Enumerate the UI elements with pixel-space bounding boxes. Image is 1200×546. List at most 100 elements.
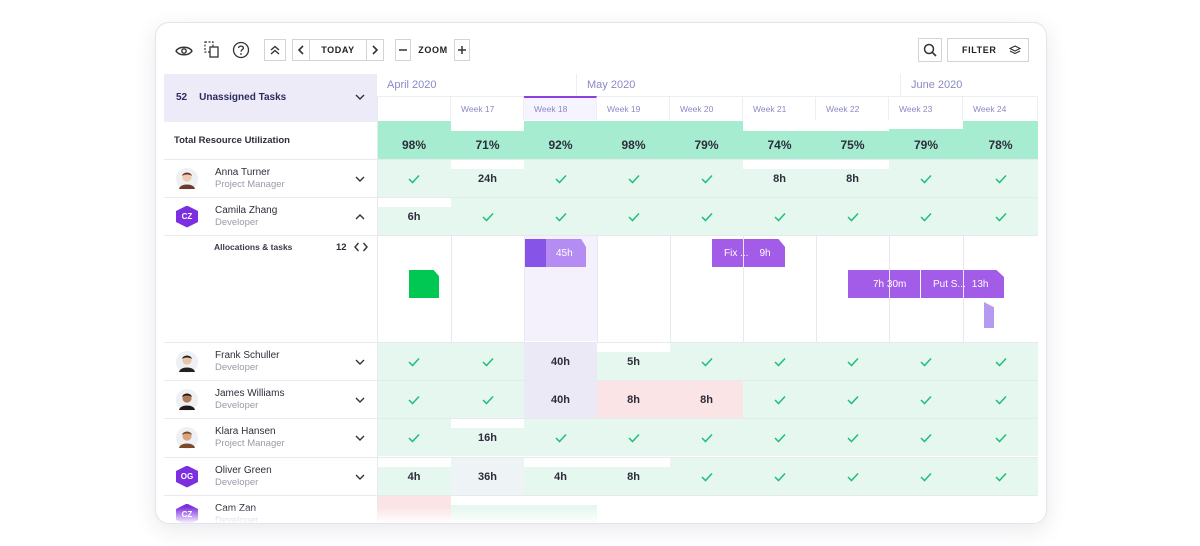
chevron-left-icon[interactable] [292, 39, 310, 61]
minus-icon[interactable] [395, 39, 411, 61]
availability-cell[interactable] [670, 495, 743, 523]
check-icon [554, 433, 567, 443]
availability-cell[interactable] [816, 342, 889, 380]
availability-cell[interactable]: 40h [524, 342, 597, 380]
allocation-bar-put[interactable]: Put S... 13h [921, 270, 1004, 298]
availability-cell[interactable] [816, 495, 889, 523]
availability-cell[interactable] [597, 495, 670, 523]
availability-cell[interactable] [377, 342, 451, 380]
chevron-up-icon[interactable] [355, 213, 365, 220]
chevron-down-icon[interactable] [355, 358, 365, 365]
availability-cell[interactable] [816, 380, 889, 418]
person-row[interactable]: CZ Camila Zhang Developer [164, 197, 377, 235]
availability-cell[interactable]: 4h [524, 457, 597, 495]
availability-cell[interactable] [451, 380, 524, 418]
availability-cell[interactable]: 5h [597, 342, 670, 380]
availability-cell[interactable] [377, 159, 451, 197]
availability-cell[interactable] [597, 159, 670, 197]
allocation-bar-small[interactable] [984, 302, 994, 328]
chevron-right-icon[interactable] [366, 39, 384, 61]
availability-cell[interactable] [889, 380, 963, 418]
check-icon [920, 174, 932, 184]
person-row[interactable]: Anna Turner Project Manager [164, 159, 377, 197]
code-brackets-icon[interactable] [354, 242, 368, 252]
availability-cell[interactable] [743, 380, 816, 418]
availability-cell[interactable] [451, 342, 524, 380]
allocation-bar-fix[interactable]: Fix ... 9h [712, 239, 785, 267]
chevron-down-icon[interactable] [355, 175, 365, 182]
allocation-bar-start[interactable] [524, 239, 546, 267]
chevron-down-icon[interactable] [355, 434, 365, 441]
search-icon[interactable] [918, 38, 942, 62]
availability-cell[interactable] [451, 495, 524, 523]
availability-cell[interactable] [816, 457, 889, 495]
availability-cell[interactable] [670, 197, 743, 235]
availability-cell[interactable] [597, 418, 670, 456]
filter-button[interactable]: FILTER [947, 38, 1029, 62]
chevron-down-icon[interactable] [355, 396, 365, 403]
availability-cell[interactable]: 8h [743, 159, 816, 197]
availability-cell[interactable]: 16h [451, 418, 524, 456]
plus-icon[interactable] [454, 39, 470, 61]
bottom-fade [164, 507, 1038, 523]
availability-cell[interactable] [743, 457, 816, 495]
availability-cell[interactable] [670, 418, 743, 456]
copy-doc-icon[interactable] [202, 39, 222, 61]
availability-cell[interactable] [963, 342, 1038, 380]
availability-cell[interactable] [743, 418, 816, 456]
availability-cell[interactable] [524, 159, 597, 197]
availability-cell[interactable] [889, 418, 963, 456]
availability-cell[interactable] [743, 197, 816, 235]
availability-cell[interactable] [524, 495, 597, 523]
chevron-down-icon[interactable] [355, 473, 365, 480]
allocation-bar-7h30m[interactable]: 7h 30m [848, 270, 920, 298]
availability-cell[interactable]: 36h [451, 457, 524, 495]
availability-cell[interactable]: 8h [597, 457, 670, 495]
availability-cell[interactable] [963, 197, 1038, 235]
availability-cell[interactable] [670, 342, 743, 380]
availability-cell[interactable] [377, 418, 451, 456]
allocation-bar-green[interactable] [409, 270, 439, 298]
availability-cell[interactable] [963, 159, 1038, 197]
availability-cell[interactable] [889, 159, 963, 197]
availability-cell[interactable]: 8h [670, 380, 743, 418]
availability-cell[interactable] [597, 197, 670, 235]
availability-cell[interactable] [889, 457, 963, 495]
availability-cell[interactable] [377, 495, 451, 523]
collapse-up-icon[interactable] [264, 39, 286, 61]
eye-icon[interactable] [172, 41, 196, 61]
availability-cell[interactable]: 24h [451, 159, 524, 197]
availability-cell[interactable] [889, 495, 963, 523]
availability-cell[interactable]: 6h [377, 197, 451, 235]
availability-cell[interactable]: 8h [597, 380, 670, 418]
availability-cell[interactable]: 4h [377, 457, 451, 495]
person-row[interactable]: James Williams Developer [164, 380, 377, 418]
person-row[interactable]: OG Oliver Green Developer [164, 457, 377, 495]
availability-cell[interactable]: 8h [816, 159, 889, 197]
person-row[interactable]: Frank Schuller Developer [164, 342, 377, 380]
availability-cell[interactable] [963, 380, 1038, 418]
availability-cell[interactable] [816, 418, 889, 456]
availability-cell[interactable] [743, 495, 816, 523]
availability-cell[interactable] [816, 197, 889, 235]
availability-cell[interactable] [889, 342, 963, 380]
availability-cell[interactable] [889, 197, 963, 235]
person-row[interactable]: Klara Hansen Project Manager [164, 418, 377, 456]
availability-cell[interactable] [451, 197, 524, 235]
allocation-bar-45h[interactable]: 45h [546, 239, 586, 267]
availability-cell[interactable] [670, 457, 743, 495]
availability-cell[interactable] [963, 495, 1038, 523]
availability-cell[interactable] [524, 197, 597, 235]
unassigned-tasks-header[interactable]: 52 Unassigned Tasks [164, 74, 377, 121]
availability-cell[interactable] [963, 418, 1038, 456]
chevron-down-icon[interactable] [355, 92, 365, 103]
cell-background [743, 197, 816, 235]
availability-cell[interactable] [524, 418, 597, 456]
availability-cell[interactable] [377, 380, 451, 418]
availability-cell[interactable]: 40h [524, 380, 597, 418]
availability-cell[interactable] [670, 159, 743, 197]
today-button[interactable]: TODAY [309, 39, 367, 61]
availability-cell[interactable] [963, 457, 1038, 495]
help-icon[interactable] [230, 39, 252, 61]
availability-cell[interactable] [743, 342, 816, 380]
